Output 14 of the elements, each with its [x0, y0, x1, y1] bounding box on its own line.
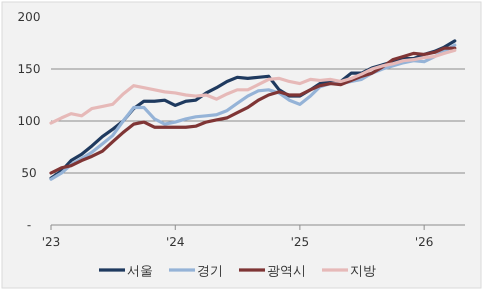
x-tick-label: '26	[414, 235, 434, 249]
legend-label: 광역시	[267, 264, 306, 279]
legend-label: 지방	[350, 264, 376, 279]
x-tick-label: '23	[42, 235, 60, 249]
x-tick-label: '24	[166, 235, 185, 249]
legend-label: 경기	[197, 264, 223, 279]
y-tick-label: 200	[18, 10, 40, 24]
x-tick-label: '25	[290, 235, 310, 249]
y-tick-label: 150	[18, 62, 40, 76]
line-series	[49, 48, 456, 125]
legend-label: 서울	[127, 264, 153, 279]
y-tick-label: 50	[21, 166, 37, 180]
y-tick-label: -	[26, 218, 32, 232]
y-tick-label: 100	[18, 114, 40, 128]
